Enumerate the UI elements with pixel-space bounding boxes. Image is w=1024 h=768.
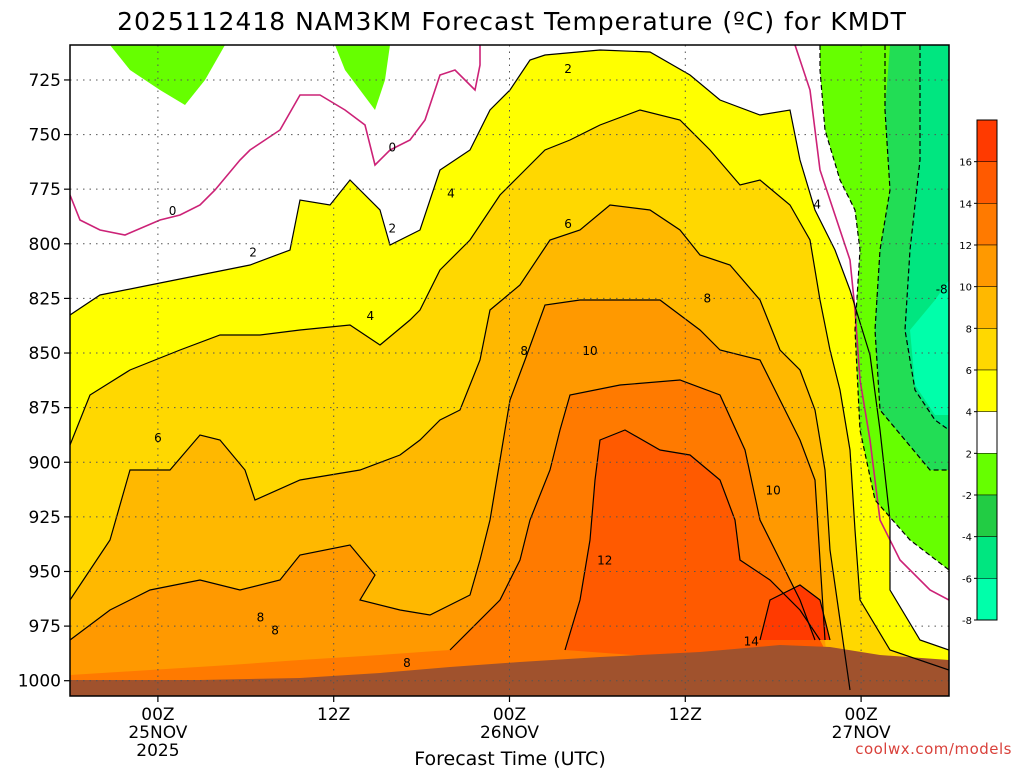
contour-line-8 bbox=[70, 299, 826, 641]
x-tick-label: 12Z bbox=[669, 705, 702, 725]
contour-line-minus4 bbox=[874, 45, 949, 471]
contour-line-2 bbox=[70, 49, 949, 651]
contour-label: 2 bbox=[564, 62, 572, 76]
chart-title: 2025112418 NAM3KM Forecast Temperature (… bbox=[117, 7, 907, 36]
y-tick-label: 925 bbox=[29, 508, 61, 528]
colorbar: 16 14 12 10 8 6 4 2 -2 -4 -6 -8 bbox=[959, 119, 998, 627]
contour-label: 6 bbox=[154, 431, 162, 445]
colorbar-tick-label: -6 bbox=[962, 574, 972, 585]
y-tick-label: 750 bbox=[29, 126, 61, 146]
y-tick-label: 1000 bbox=[18, 672, 61, 692]
contour-label: -8 bbox=[936, 283, 948, 297]
colorbar-segment bbox=[976, 578, 998, 621]
x-tick-label: 00Z bbox=[141, 705, 174, 725]
contour-label: 8 bbox=[271, 623, 279, 637]
colorbar-tick-label: 14 bbox=[959, 199, 972, 210]
x-tick-label: 00Z bbox=[844, 705, 877, 725]
contour-label: 0 bbox=[388, 141, 396, 155]
x-tick-label: 27NOV bbox=[832, 723, 891, 743]
y-tick-label: 975 bbox=[29, 617, 61, 637]
x-tick-label: 25NOV bbox=[128, 723, 187, 743]
region-12-14 bbox=[565, 430, 830, 660]
y-tick-label: 800 bbox=[29, 235, 61, 255]
contour-label: 6 bbox=[564, 217, 572, 231]
contour-line-6 bbox=[70, 204, 851, 691]
contour-line-minus2 bbox=[819, 45, 949, 571]
contour-label: 4 bbox=[367, 309, 375, 323]
colorbar-segment bbox=[976, 286, 998, 329]
colorbar-segment bbox=[976, 161, 998, 204]
contour-label: 14 bbox=[744, 634, 759, 648]
x-tick-label: 2025 bbox=[136, 741, 179, 761]
y-tick-label: 850 bbox=[29, 344, 61, 364]
contour-line-0 bbox=[70, 45, 481, 236]
colorbar-segment bbox=[976, 411, 998, 454]
contour-line-12 bbox=[564, 429, 821, 651]
y-tick-label: 825 bbox=[29, 289, 61, 309]
x-tick-label: 26NOV bbox=[480, 723, 539, 743]
colorbar-tick-label: 12 bbox=[959, 241, 972, 252]
colorbar-segment bbox=[976, 494, 998, 537]
contour-label: 2 bbox=[249, 246, 257, 260]
colorbar-segment bbox=[976, 369, 998, 412]
contour-label: 8 bbox=[520, 344, 528, 358]
y-tick-label: 775 bbox=[29, 180, 61, 200]
contour-label: 2 bbox=[388, 222, 396, 236]
contour-label: 4 bbox=[447, 187, 455, 201]
region-upper-left-cold-2 bbox=[335, 45, 390, 110]
contour-label: 8 bbox=[403, 656, 411, 670]
contour-line-14 bbox=[759, 584, 831, 641]
y-tick-label: 875 bbox=[29, 399, 61, 419]
contour-label: 12 bbox=[597, 554, 612, 568]
contour-label: 10 bbox=[582, 344, 597, 358]
contour-label: 10 bbox=[766, 484, 781, 498]
colorbar-tick-label: -2 bbox=[962, 491, 972, 502]
contour-label: 8 bbox=[257, 610, 265, 624]
colorbar-segment bbox=[976, 203, 998, 246]
contour-label: 4 bbox=[813, 197, 821, 211]
colorbar-segment bbox=[976, 536, 998, 579]
colorbar-tick-label: 10 bbox=[959, 283, 972, 294]
colorbar-tick-label: 2 bbox=[966, 449, 972, 460]
colorbar-tick-label: 8 bbox=[966, 324, 972, 335]
colorbar-segment bbox=[976, 453, 998, 496]
colorbar-tick-label: 16 bbox=[959, 158, 972, 169]
contour-line-0-right bbox=[794, 45, 949, 601]
x-axis-label: Forecast Time (UTC) bbox=[414, 748, 605, 768]
contour-label: 0 bbox=[169, 204, 177, 218]
contour-line-10 bbox=[449, 379, 816, 651]
contour-label: 8 bbox=[703, 291, 711, 305]
region-upper-left-cold-1 bbox=[110, 45, 225, 105]
y-axis: 725 750 775 800 825 850 875 900 925 950 975 1000 bbox=[18, 71, 70, 692]
colorbar-tick-label: -8 bbox=[962, 616, 972, 627]
contour-line-minus6 bbox=[904, 45, 949, 431]
y-tick-label: 900 bbox=[29, 453, 61, 473]
colorbar-segment bbox=[976, 328, 998, 371]
y-tick-label: 725 bbox=[29, 71, 61, 91]
colorbar-segment bbox=[976, 119, 998, 162]
contour-line-4 bbox=[70, 109, 949, 671]
colorbar-tick-label: 6 bbox=[966, 366, 972, 377]
x-tick-label: 12Z bbox=[317, 705, 350, 725]
gridlines bbox=[70, 45, 949, 696]
y-tick-label: 950 bbox=[29, 562, 61, 582]
region-14-16 bbox=[760, 585, 830, 640]
x-tick-label: 00Z bbox=[493, 705, 526, 725]
colorbar-segment bbox=[976, 244, 998, 287]
credit-text: coolwx.com/models bbox=[855, 740, 1012, 758]
colorbar-tick-label: -4 bbox=[962, 533, 972, 544]
colorbar-tick-label: 4 bbox=[966, 408, 972, 419]
region-minus8 bbox=[910, 280, 949, 415]
